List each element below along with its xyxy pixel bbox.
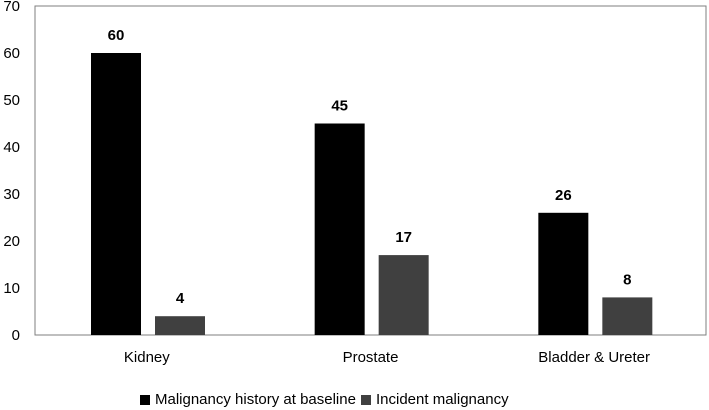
bar-baseline: [314, 123, 365, 335]
y-tick-label: 70: [3, 0, 20, 15]
data-label: 60: [108, 27, 125, 44]
y-tick-label: 50: [3, 92, 20, 109]
y-tick-label: 0: [12, 327, 20, 344]
bar-incident: [378, 255, 429, 335]
legend-label: Incident malignancy: [376, 391, 509, 408]
plot-area-border: [34, 5, 707, 336]
y-tick-label: 30: [3, 186, 20, 203]
data-label: 8: [623, 271, 631, 288]
data-label: 17: [395, 229, 412, 246]
legend-label: Malignancy history at baseline: [155, 391, 356, 408]
legend-swatch: [361, 395, 371, 405]
data-label: 45: [331, 98, 348, 115]
x-tick-label: Kidney: [124, 349, 170, 366]
bar-baseline: [91, 53, 141, 335]
x-tick-label: Bladder & Ureter: [538, 349, 650, 366]
y-tick-label: 10: [3, 280, 20, 297]
legend-swatch: [140, 395, 150, 405]
bar-incident: [155, 316, 205, 335]
x-tick-label: Prostate: [343, 349, 399, 366]
bar-baseline: [538, 212, 589, 335]
data-label: 4: [176, 290, 185, 307]
y-tick-label: 60: [3, 45, 20, 62]
data-label: 26: [555, 187, 572, 204]
bar-incident: [602, 297, 653, 335]
y-tick-label: 40: [3, 139, 20, 156]
y-tick-label: 20: [3, 233, 20, 250]
